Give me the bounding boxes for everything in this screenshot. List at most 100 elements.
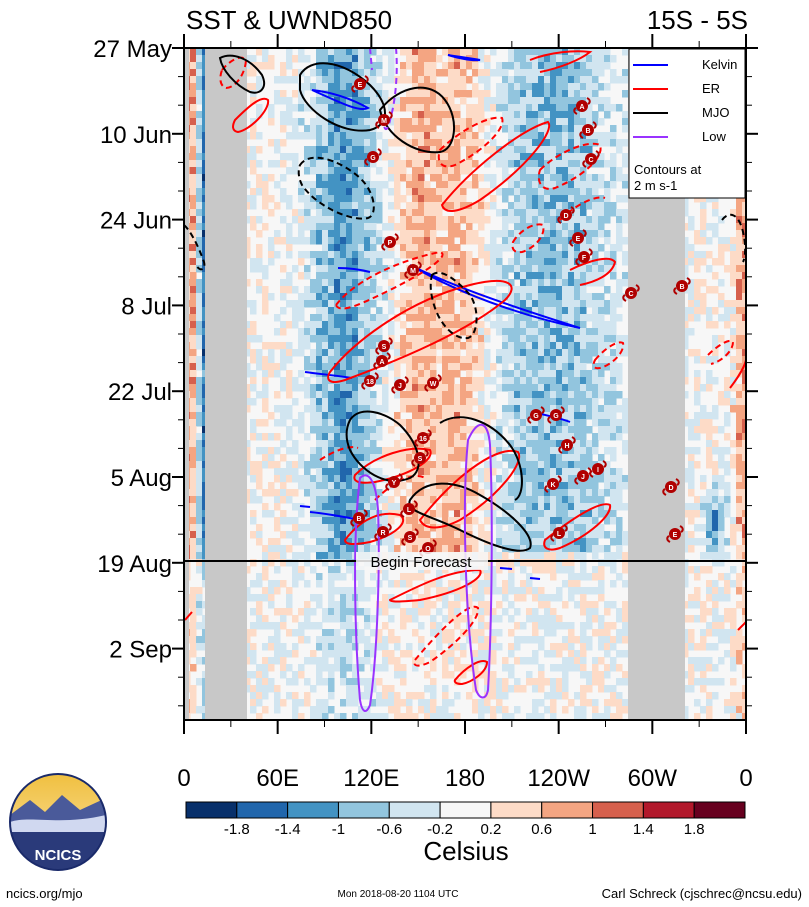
legend-label: ER	[702, 81, 720, 96]
legend-note-line2: 2 m s-1	[634, 178, 677, 193]
colorbar-tick-label: 0.6	[531, 821, 552, 838]
storm-marker: E	[666, 525, 684, 543]
storm-marker: G	[527, 406, 545, 424]
y-tick-label: 2 Sep	[109, 637, 172, 664]
colorbar-tick-label: -1	[332, 821, 345, 838]
storm-marker: A	[573, 97, 591, 115]
colorbar-swatch	[287, 801, 339, 819]
storm-marker-label: G	[553, 413, 559, 420]
legend-note-line1: Contours at	[634, 162, 702, 177]
land-region-africa	[205, 48, 247, 720]
storm-marker: A	[373, 352, 391, 370]
footer-center: Mon 2018-08-20 1104 UTC	[338, 889, 459, 900]
legend-label: Low	[702, 129, 726, 144]
storm-marker-label: O	[425, 546, 431, 553]
y-tick-label: 27 May	[93, 36, 172, 63]
storm-marker: B	[579, 121, 597, 139]
x-tick-label: 0	[739, 765, 752, 792]
storm-marker-label: D	[563, 213, 568, 220]
chart-title-right: 15S - 5S	[647, 5, 748, 35]
colorbar-tick-label: 1	[588, 821, 596, 838]
storm-marker: 18	[361, 372, 379, 390]
mjo-contours-negative	[184, 156, 746, 340]
storm-marker: L	[550, 524, 568, 542]
storm-marker-label: M	[410, 268, 416, 275]
colorbar-swatch	[337, 801, 390, 819]
legend-label: MJO	[702, 105, 729, 120]
colorbar-swatch	[490, 801, 543, 819]
colorbar-swatch	[388, 801, 441, 819]
y-tick-label: 8 Jul	[121, 293, 172, 320]
storm-marker: D	[557, 206, 575, 224]
y-tick-label: 19 Aug	[97, 551, 172, 578]
colorbar-tick-label: -0.6	[376, 821, 402, 838]
storm-marker-label: L	[407, 507, 412, 514]
storm-marker-label: 18	[366, 379, 374, 386]
storm-marker: L	[400, 500, 418, 518]
colorbar-label: Celsius	[423, 836, 508, 866]
logo-text: NCICS	[35, 847, 82, 864]
storm-marker: I	[589, 460, 607, 478]
legend: Kelvin ER MJO Low Contours at 2 m s-1	[628, 48, 746, 199]
storm-marker-label: I	[597, 467, 599, 474]
colorbar-swatch	[642, 801, 695, 819]
legend-label: Kelvin	[702, 57, 737, 72]
y-axis: 27 May 10 Jun 24 Jun 8 Jul 22 Jul 5 Aug 19 Aug…	[93, 36, 758, 707]
storm-marker: G	[364, 148, 382, 166]
x-tick-label: 180	[445, 765, 485, 792]
storm-marker: C	[622, 284, 640, 302]
y-tick-label: 22 Jul	[108, 379, 172, 406]
colorbar-swatch	[693, 801, 746, 819]
storm-marker: D	[662, 478, 680, 496]
storm-marker: R	[374, 523, 392, 541]
storm-marker-label: E	[576, 236, 581, 243]
storm-marker: 16	[414, 429, 432, 447]
colorbar-tick-label: 1.4	[633, 821, 654, 838]
x-axis: 0 60E 120E 180 120W 60W 0	[177, 34, 753, 792]
storm-marker-label: S	[382, 344, 387, 351]
storm-marker: F	[575, 248, 593, 266]
storm-marker-label: J	[581, 474, 585, 481]
colorbar-tick-label: -1.8	[224, 821, 250, 838]
storm-marker: S	[375, 337, 393, 355]
storm-marker: Y	[385, 473, 403, 491]
storm-marker: M	[375, 111, 393, 129]
colorbar-swatch	[592, 801, 644, 819]
storm-marker-label: A	[579, 104, 584, 111]
storm-marker: E	[351, 75, 369, 93]
x-tick-label: 120E	[343, 765, 399, 792]
ncics-logo: NCICS	[9, 773, 107, 871]
storm-marker: C	[582, 150, 600, 168]
storm-marker: S	[411, 449, 429, 467]
storm-marker: M	[404, 261, 422, 279]
storm-marker: G	[547, 406, 565, 424]
storm-marker-label: G	[370, 155, 376, 162]
storm-marker-label: R	[380, 530, 385, 537]
y-tick-label: 5 Aug	[111, 465, 172, 492]
x-tick-label: 60E	[256, 765, 299, 792]
storm-marker: B	[673, 277, 691, 295]
colorbar-tick-label: -0.2	[427, 821, 453, 838]
storm-marker-label: P	[388, 240, 393, 247]
mjo-contours	[218, 54, 532, 552]
storm-marker-label: C	[588, 157, 593, 164]
y-tick-label: 24 Jun	[100, 208, 172, 235]
low-contours-negative	[369, 48, 398, 131]
storm-marker-label: 16	[419, 436, 427, 443]
forecast-label: Begin Forecast	[371, 554, 473, 571]
storm-marker: P	[381, 233, 399, 251]
storm-marker-label: C	[628, 291, 633, 298]
footer-right: Carl Schreck (cjschrec@ncsu.edu)	[602, 886, 802, 901]
storm-marker-label: B	[356, 516, 361, 523]
storm-marker-label: F	[582, 255, 587, 262]
storm-marker: S	[401, 528, 419, 546]
storm-marker-label: J	[398, 383, 402, 390]
storm-marker-label: B	[679, 284, 684, 291]
colorbar-swatch	[185, 801, 238, 819]
colorbar-tick-label: 0.2	[480, 821, 501, 838]
x-tick-label: 120W	[527, 765, 590, 792]
colorbar: -1.8 -1.4 -1 -0.6 -0.2 0.2 0.6 1 1.4 1.8	[185, 801, 746, 838]
footer-left: ncics.org/mjo	[6, 886, 83, 901]
storm-markers: E M G A B C D E F P M C B S A 18 J W 16 S Y L B R S O G G H K J I L D E	[350, 75, 691, 557]
